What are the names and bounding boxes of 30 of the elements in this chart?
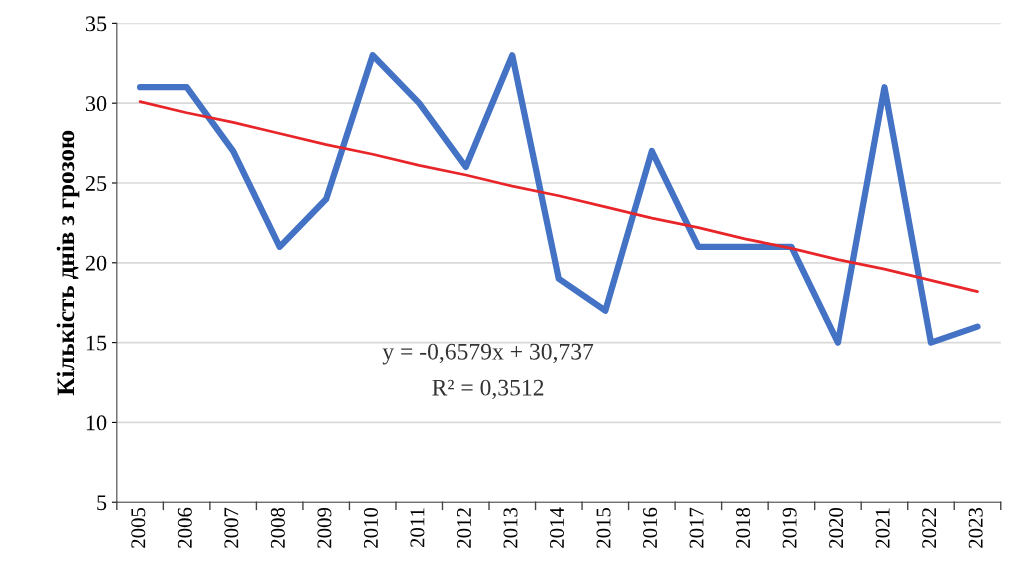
y-tick-label: 15: [86, 335, 107, 351]
x-tick-label: 2011: [410, 508, 425, 548]
x-tick-label: 2014: [549, 507, 565, 548]
y-tick-label: 25: [85, 175, 107, 191]
x-tick-label: 2009: [317, 507, 332, 548]
x-tick-label: 2015: [596, 507, 611, 548]
y-tick-label: 5: [97, 495, 107, 511]
x-tick-label: 2020: [829, 507, 844, 548]
x-tick-label: 2016: [643, 507, 658, 548]
y-axis-title: Кількість днів з грозою: [56, 130, 80, 396]
x-tick-label: 2005: [131, 507, 146, 548]
x-tick-label: 2017: [689, 507, 704, 548]
x-tick-label: 2006: [177, 507, 192, 548]
x-tick-label: 2023: [968, 507, 983, 548]
y-tick-label: 30: [85, 96, 107, 112]
x-tick-label: 2022: [922, 508, 937, 548]
annotation: y = -0,6579x + 30,737: [382, 343, 594, 365]
y-tick-label: 20: [85, 255, 107, 271]
x-tick-label: 2008: [270, 507, 285, 548]
x-tick-label: 2013: [503, 507, 518, 548]
line-series: [138, 100, 979, 293]
y-tick-label: 10: [86, 415, 107, 431]
x-tick-label: 2012: [456, 508, 471, 548]
x-tick-label: 2010: [363, 507, 378, 548]
annotation: R² = 0,3512: [432, 379, 544, 400]
x-tick-label: 2019: [782, 507, 797, 548]
x-tick-label: 2021: [875, 508, 890, 548]
x-tick-label: 2007: [224, 507, 239, 548]
y-tick-label: 35: [85, 16, 107, 32]
x-tick-label: 2018: [736, 507, 751, 548]
